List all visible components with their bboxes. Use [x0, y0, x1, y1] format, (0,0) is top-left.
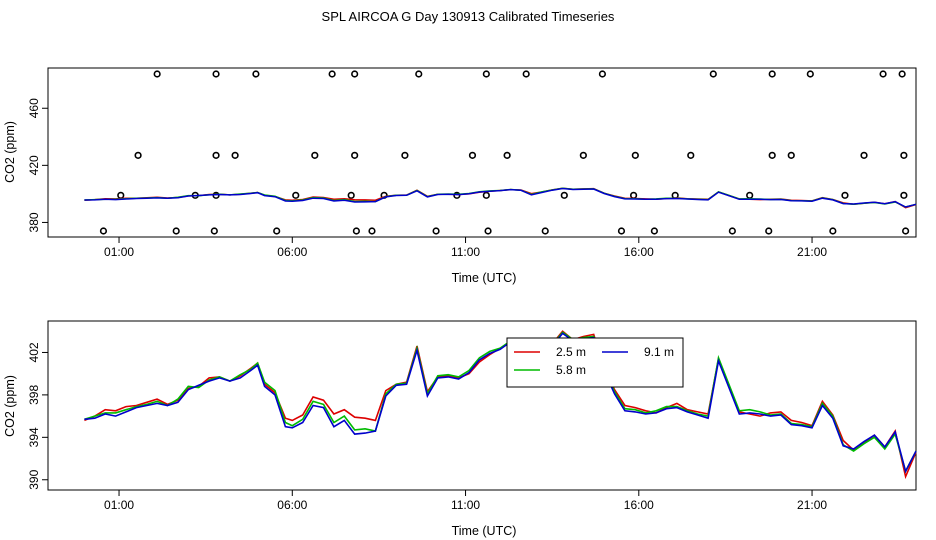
top-plot-axes: 01:00 06:00 11:00 16:00 21:00 380 420 460 — [27, 98, 827, 259]
reference-point — [709, 70, 717, 78]
reference-point — [347, 191, 355, 199]
reference-point — [273, 227, 281, 235]
reference-point — [765, 227, 773, 235]
reference-point — [746, 191, 754, 199]
reference-point — [210, 227, 218, 235]
top-x-tick-label: 01:00 — [104, 245, 134, 259]
reference-point — [482, 70, 490, 78]
reference-point — [629, 191, 638, 199]
reference-point — [468, 151, 477, 159]
reference-point — [482, 191, 490, 199]
bottom-x-tick-label: 21:00 — [797, 498, 827, 512]
reference-point — [252, 70, 260, 78]
series-line-91m — [84, 332, 917, 474]
reference-point — [631, 151, 639, 159]
top-y-axis-title: CO2 (ppm) — [3, 121, 17, 183]
reference-point — [650, 227, 658, 235]
reference-point — [503, 151, 511, 159]
reference-point — [879, 70, 887, 78]
top-x-axis-title: Time (UTC) — [452, 271, 517, 285]
bottom-x-tick-label: 16:00 — [624, 498, 654, 512]
reference-point — [902, 227, 910, 235]
legend-label: 9.1 m — [644, 345, 674, 359]
reference-point — [328, 70, 336, 78]
bottom-y-tick-label: 394 — [27, 427, 41, 447]
top-panel: 01:00 06:00 11:00 16:00 21:00 380 420 460 Time … — [3, 67, 917, 285]
bottom-x-tick-label: 06:00 — [277, 498, 307, 512]
top-x-tick-label: 21:00 — [797, 245, 827, 259]
top-plot-frame — [47, 67, 917, 238]
reference-point — [579, 151, 587, 159]
reference-point — [134, 151, 142, 159]
reference-point — [484, 227, 492, 235]
reference-point — [401, 151, 409, 159]
reference-point — [522, 70, 530, 78]
bottom-y-tick-label: 398 — [27, 385, 41, 405]
reference-point — [829, 227, 837, 235]
reference-point — [212, 70, 220, 78]
series-line-58m — [84, 331, 917, 474]
bottom-x-tick-label: 11:00 — [451, 498, 480, 512]
legend-label: 2.5 m — [556, 345, 586, 359]
reference-point — [900, 191, 908, 199]
reference-point — [351, 151, 359, 159]
top-series-line-91m — [84, 187, 917, 208]
reference-point — [117, 191, 125, 199]
reference-point — [453, 191, 461, 199]
reference-point — [687, 151, 695, 159]
reference-point — [598, 70, 607, 78]
chart-title: SPL AIRCOA G Day 130913 Calibrated Times… — [321, 9, 615, 24]
reference-point — [898, 70, 906, 78]
reference-point — [728, 227, 736, 235]
reference-point — [99, 227, 108, 235]
reference-point — [617, 227, 626, 235]
bottom-y-tick-label: 402 — [27, 342, 41, 362]
legend: 2.5 m 9.1 m 5.8 m — [506, 337, 684, 388]
bottom-plot-axes: 01:00 06:00 11:00 16:00 21:00 390 394 398 402 — [27, 342, 827, 512]
bottom-plot-marks — [84, 330, 917, 480]
series-line-25m — [84, 330, 917, 480]
reference-point — [351, 70, 359, 78]
reference-point — [900, 151, 908, 159]
reference-point — [292, 191, 300, 199]
reference-point — [768, 151, 776, 159]
top-x-tick-label: 11:00 — [451, 245, 480, 259]
reference-point — [368, 227, 376, 235]
reference-point — [560, 191, 568, 199]
reference-point — [231, 151, 239, 159]
top-x-tick-label: 06:00 — [277, 245, 307, 259]
bottom-plot-frame — [47, 320, 917, 491]
top-y-tick-label: 460 — [27, 98, 41, 118]
reference-point — [787, 151, 795, 159]
reference-point — [415, 70, 423, 78]
bottom-y-axis-title: CO2 (ppm) — [3, 375, 17, 437]
reference-point — [352, 227, 360, 235]
bottom-x-tick-label: 01:00 — [104, 498, 134, 512]
legend-label: 5.8 m — [556, 363, 586, 377]
top-y-tick-label: 380 — [27, 212, 41, 232]
bottom-x-axis-title: Time (UTC) — [452, 524, 517, 538]
reference-point — [841, 191, 849, 199]
bottom-panel: 01:00 06:00 11:00 16:00 21:00 390 394 398 402 Ti… — [3, 320, 917, 538]
reference-point — [806, 70, 814, 78]
top-y-tick-label: 420 — [27, 155, 41, 175]
top-x-tick-label: 16:00 — [624, 245, 654, 259]
reference-point — [153, 70, 161, 78]
reference-point — [311, 151, 319, 159]
reference-point — [541, 227, 549, 235]
reference-point — [212, 151, 220, 159]
top-plot-marks — [84, 70, 917, 235]
reference-point — [432, 227, 440, 235]
reference-point — [172, 227, 180, 235]
reference-point — [860, 151, 868, 159]
reference-point — [768, 70, 776, 78]
bottom-y-tick-label: 390 — [27, 469, 41, 489]
legend-box — [506, 337, 684, 388]
